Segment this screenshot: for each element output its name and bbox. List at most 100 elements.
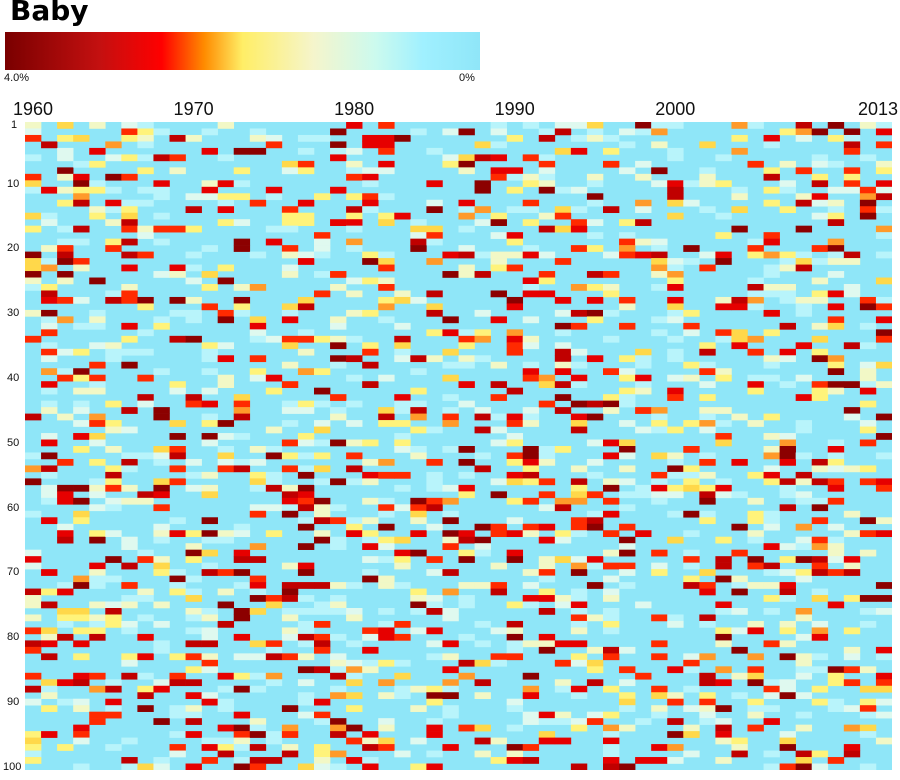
heatmap-cell (330, 342, 347, 350)
heatmap-cell (233, 147, 251, 155)
heatmap-cell (683, 199, 700, 207)
heatmap-cell (811, 212, 829, 220)
heatmap-cell (490, 122, 507, 129)
heatmap-cell (715, 368, 732, 376)
heatmap-cell (859, 711, 877, 719)
heatmap-cell (522, 290, 540, 298)
heatmap-cell (121, 238, 138, 246)
heatmap-cell (121, 484, 138, 492)
heatmap-cell (763, 173, 780, 181)
heatmap-cell (185, 264, 202, 272)
heatmap-cell (137, 633, 154, 641)
heatmap-cell (73, 698, 90, 706)
heatmap-cell (201, 757, 218, 764)
heatmap-cell (843, 258, 861, 265)
heatmap-cell (763, 141, 780, 149)
heatmap-cell (314, 633, 331, 641)
heatmap-cell (619, 387, 636, 395)
heatmap-cell (811, 290, 829, 298)
heatmap-cell (683, 705, 700, 712)
heatmap-cell (731, 186, 748, 194)
heatmap-cell (426, 504, 443, 512)
heatmap-cell (217, 206, 235, 214)
heatmap-cell (635, 128, 652, 136)
heatmap-cell (297, 439, 315, 447)
heatmap-cell (442, 154, 459, 162)
heatmap-cell (683, 446, 700, 453)
heatmap-cell (378, 264, 395, 272)
heatmap-cell (538, 154, 556, 162)
heatmap-cell (586, 173, 604, 181)
heatmap-cell (619, 666, 636, 674)
heatmap-cell (522, 465, 540, 473)
heatmap-cell (538, 711, 556, 719)
heatmap-cell (570, 620, 588, 628)
heatmap-cell (875, 160, 892, 168)
heatmap-cell (362, 141, 379, 149)
heatmap-cell (554, 381, 572, 388)
heatmap-cell (426, 303, 443, 311)
heatmap-cell (185, 206, 202, 214)
heatmap-cell (522, 122, 540, 129)
heatmap-cell (827, 258, 845, 265)
heatmap-cell (314, 601, 331, 609)
heatmap-cell (859, 698, 877, 706)
heatmap-cell (121, 497, 138, 505)
heatmap-cell (538, 718, 556, 725)
heatmap-cell (89, 575, 106, 583)
heatmap-cell (201, 562, 218, 570)
heatmap-cell (378, 258, 395, 265)
heatmap-cell (73, 199, 90, 207)
heatmap-cell (683, 258, 700, 265)
heatmap-cell (458, 595, 475, 602)
heatmap-cell (811, 588, 829, 596)
heatmap-cell (249, 335, 267, 343)
heatmap-cell (394, 446, 411, 453)
heatmap-cell (506, 620, 524, 628)
heatmap-cell (314, 608, 331, 615)
heatmap-cell (506, 556, 524, 563)
heatmap-cell (554, 530, 572, 538)
heatmap-cell (281, 400, 299, 408)
heatmap-cell (394, 620, 411, 628)
heatmap-cell (603, 484, 620, 492)
heatmap-cell (811, 394, 829, 401)
heatmap-cell (506, 653, 524, 661)
heatmap-cell (586, 711, 604, 719)
heatmap-cell (651, 711, 668, 719)
heatmap-cell (57, 186, 74, 194)
heatmap-cell (538, 588, 556, 596)
heatmap-cell (667, 731, 684, 738)
heatmap-cell (41, 212, 58, 220)
heatmap-cell (554, 504, 572, 512)
heatmap-cell (153, 452, 170, 460)
heatmap-cell (73, 296, 90, 304)
heatmap-cell (378, 744, 395, 751)
heatmap-cell (330, 355, 347, 363)
heatmap-cell (362, 737, 379, 745)
heatmap-cell (651, 167, 668, 175)
heatmap-cell (169, 433, 186, 440)
heatmap-cell (763, 718, 780, 725)
heatmap-cell (811, 595, 829, 602)
heatmap-cell (699, 342, 716, 350)
heatmap-cell (137, 296, 154, 304)
heatmap-cell (249, 128, 267, 136)
heatmap-cell (25, 698, 42, 706)
heatmap-cell (635, 199, 652, 207)
heatmap-cell (603, 206, 620, 214)
heatmap-cell (346, 679, 363, 687)
heatmap-cell (89, 718, 106, 725)
heatmap-cell (570, 640, 588, 648)
heatmap-cell (217, 309, 235, 317)
heatmap-cell (281, 731, 299, 738)
heatmap-cell (249, 134, 267, 142)
heatmap-cell (522, 342, 540, 350)
heatmap-cell (715, 433, 732, 440)
heatmap-cell (137, 705, 154, 712)
heatmap-cell (217, 277, 235, 285)
heatmap-cell (667, 666, 684, 674)
heatmap-cell (121, 122, 138, 129)
heatmap-cell (41, 348, 58, 356)
heatmap-cell (330, 595, 347, 602)
